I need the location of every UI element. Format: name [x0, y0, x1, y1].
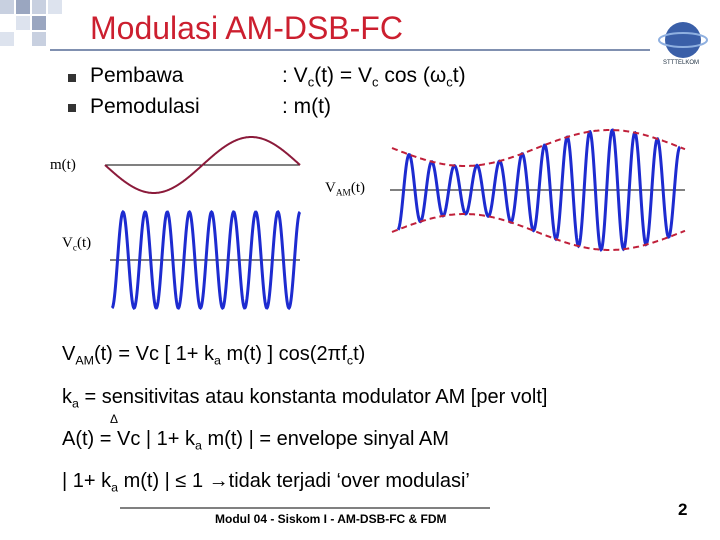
label-mt: m(t)	[50, 157, 76, 173]
page-number: 2	[678, 500, 688, 519]
logo	[658, 22, 708, 58]
bullet	[68, 74, 76, 82]
bullet-def: : Vc(t) = Vc cos (ωct)	[282, 64, 466, 90]
delta: Δ	[110, 412, 119, 426]
bullet	[68, 104, 76, 112]
am-wave	[396, 128, 681, 253]
equation: A(t) = Vc | 1+ ka m(t) | = envelope siny…	[62, 428, 449, 453]
corner-squares	[0, 0, 62, 46]
bullet-def: : m(t)	[282, 95, 331, 118]
envelope	[391, 213, 686, 251]
label-vc: Vc(t)	[62, 235, 92, 254]
logo-caption: STTTELKOM	[663, 60, 700, 66]
equation: | 1+ ka m(t) | ≤ 1 →tidak terjadi ‘over …	[62, 470, 470, 495]
modulating-wave	[104, 136, 301, 194]
carrier-wave	[110, 209, 302, 311]
label-vam: VAM(t)	[325, 180, 365, 199]
envelope	[391, 129, 686, 167]
bullet-term: Pemodulasi	[90, 95, 200, 118]
equation: VAM(t) = Vc [ 1+ ka m(t) ] cos(2πfct)	[62, 343, 366, 368]
equation: ka = sensitivitas atau konstanta modulat…	[62, 386, 548, 411]
title: Modulasi AM-DSB-FC	[90, 10, 403, 46]
bullet-term: Pembawa	[90, 64, 184, 87]
footer-text: Modul 04 - Siskom I - AM-DSB-FC & FDM	[215, 512, 447, 526]
